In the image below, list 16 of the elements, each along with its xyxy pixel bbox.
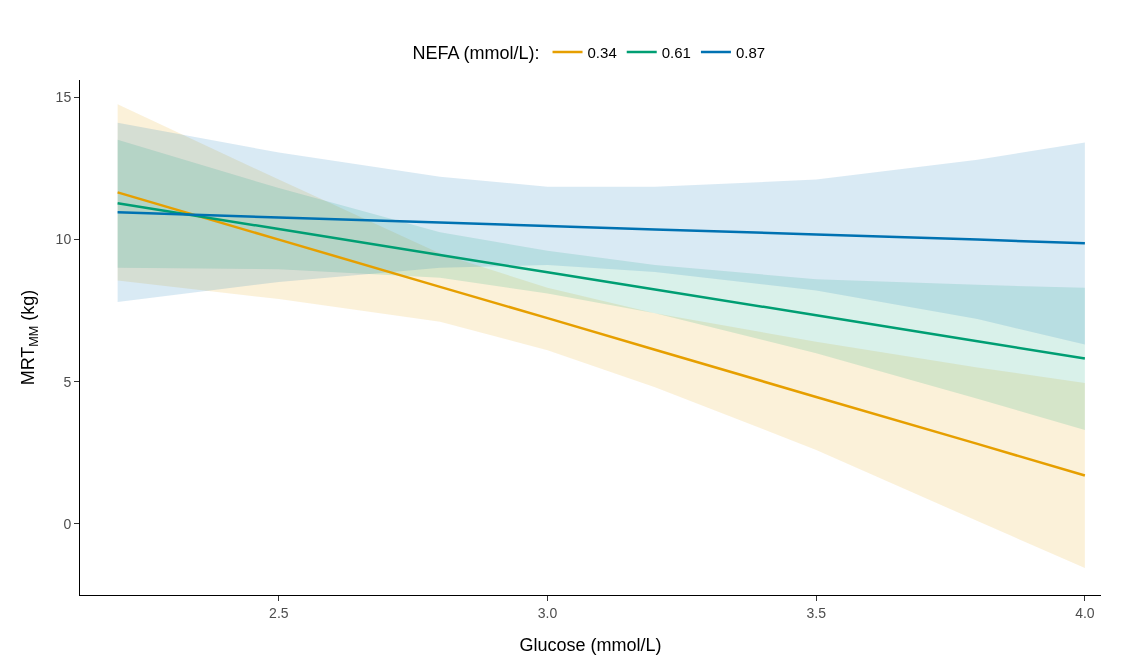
y-tick-label: 5 <box>63 373 72 390</box>
x-tick-label: 4.0 <box>1075 604 1095 621</box>
legend-label: 0.61 <box>661 43 691 61</box>
y-tick-label: 15 <box>55 88 72 105</box>
x-axis-title: Glucose (mmol/L) <box>519 635 662 655</box>
y-tick-label: 0 <box>63 515 72 532</box>
x-tick-label: 3.0 <box>537 604 558 621</box>
line-series <box>116 201 1087 360</box>
legend-label: 0.87 <box>735 43 766 61</box>
y-tick-label: 10 <box>55 231 72 248</box>
legend-title: NEFA (mmol/L): <box>412 43 540 64</box>
x-tick-label: 3.5 <box>806 604 827 621</box>
line-series <box>116 191 1087 477</box>
legend-label: 0.34 <box>587 43 617 61</box>
x-tick-label: 2.5 <box>269 604 289 621</box>
line-series <box>116 211 1087 245</box>
